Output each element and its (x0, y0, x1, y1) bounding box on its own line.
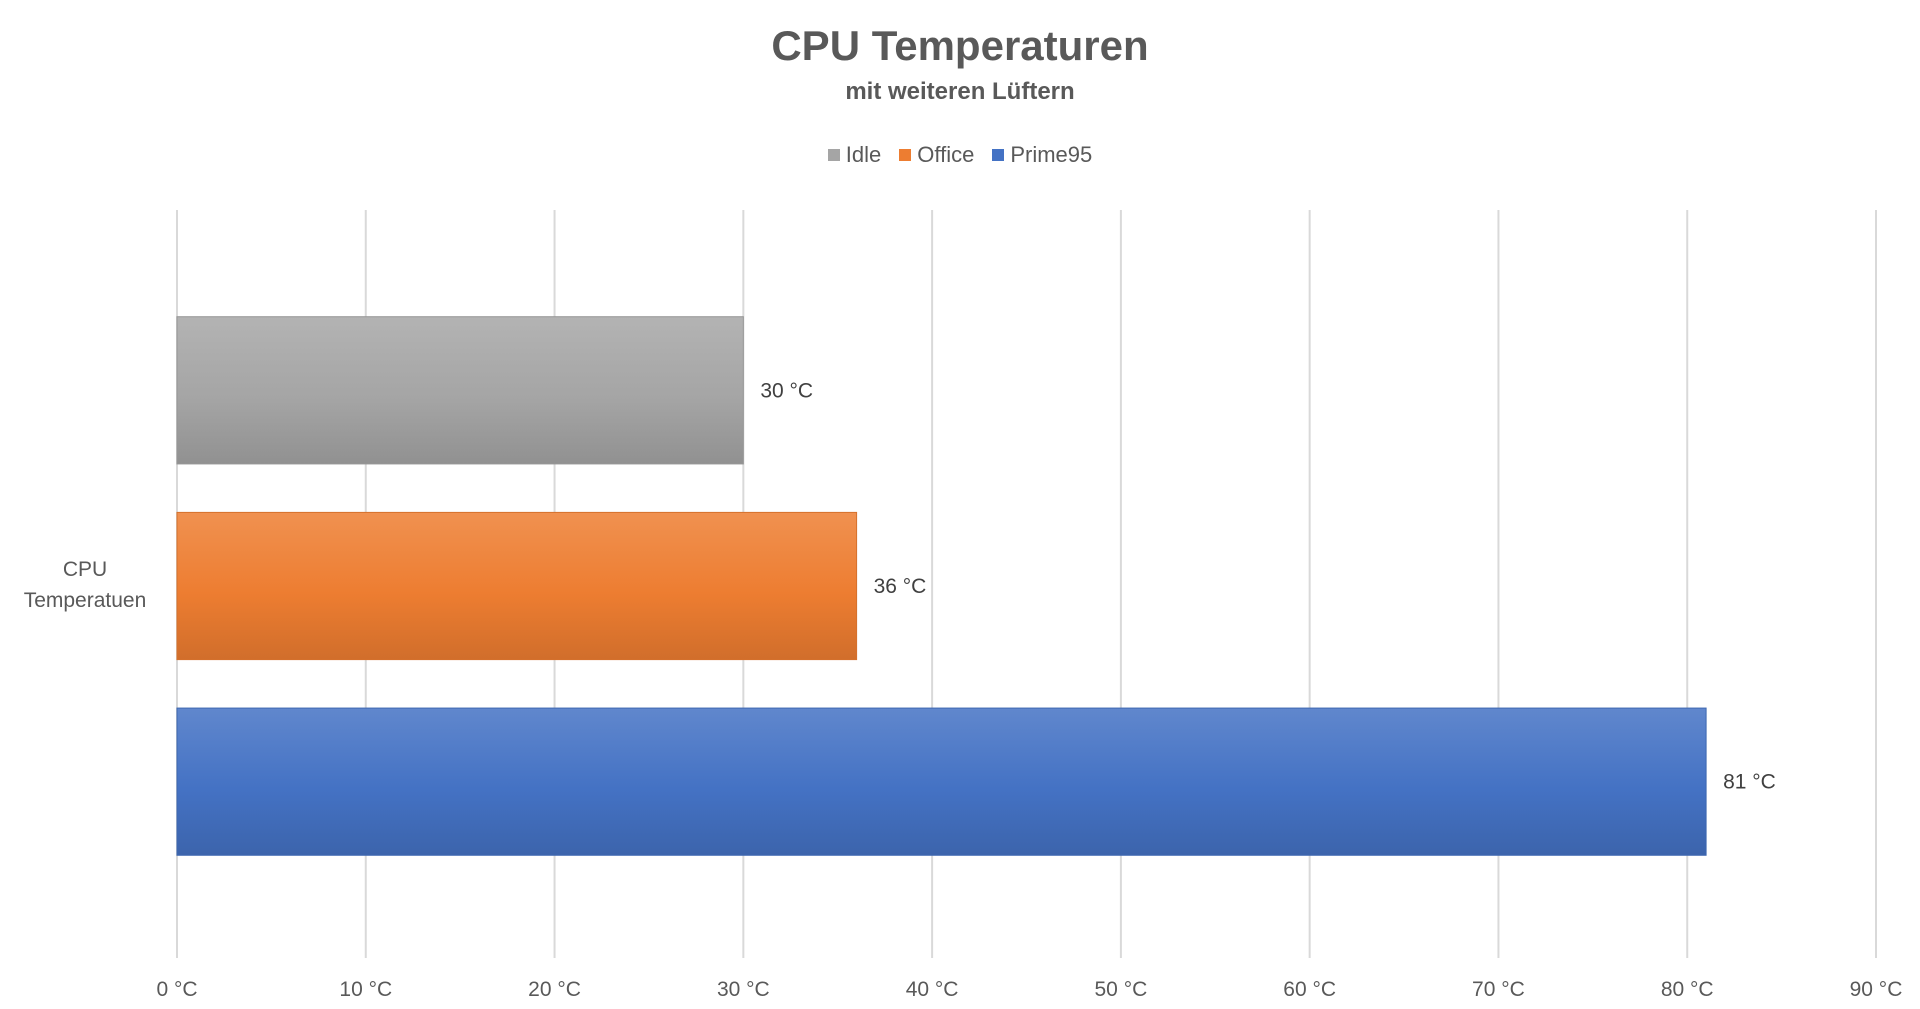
chart-title: CPU Temperaturen (771, 22, 1149, 69)
bar-layer (176, 316, 1707, 856)
label-layer: 30 °C 36 °C 81 °C (760, 379, 1776, 793)
tick-layer: 0 °C 10 °C 20 °C 30 °C 40 °C 50 °C 60 °C 70 °C 8… (156, 978, 1902, 1001)
legend: Idle Office Prime95 (0, 142, 1920, 168)
legend-swatch-idle (827, 149, 840, 161)
category-label-line-1: CPU (62, 558, 108, 581)
category-label: CPU Temperatuen (0, 554, 170, 616)
legend-item-idle: Idle (827, 142, 882, 168)
bar-office (176, 511, 858, 661)
x-tick-label-80: 80 °C (1661, 978, 1714, 1001)
bar-idle (176, 316, 744, 465)
x-tick-label-70: 70 °C (1472, 978, 1525, 1001)
legend-label-prime95: Prime95 (1010, 142, 1093, 167)
x-tick-label-60: 60 °C (1283, 978, 1336, 1001)
legend-swatch-prime95 (992, 149, 1005, 161)
legend-item-prime95: Prime95 (992, 142, 1092, 168)
x-tick-label-90: 90 °C (1850, 978, 1903, 1001)
data-label-idle: 30 °C (760, 379, 813, 402)
x-tick-label-50: 50 °C (1095, 978, 1148, 1001)
x-tick-label-20: 20 °C (528, 978, 581, 1001)
x-tick-label-30: 30 °C (717, 978, 770, 1001)
data-label-prime95: 81 °C (1723, 771, 1776, 794)
legend-swatch-office (899, 149, 912, 161)
data-label-office: 36 °C (874, 575, 927, 598)
x-tick-label-10: 10 °C (339, 978, 392, 1001)
legend-item-office: Office (899, 142, 974, 168)
legend-label-office: Office (917, 142, 975, 167)
category-label-line-2: Temperatuen (23, 589, 147, 612)
legend-label-idle: Idle (845, 142, 882, 167)
chart-subtitle: mit weiteren Lüftern (845, 78, 1075, 105)
x-tick-label-0: 0 °C (156, 978, 197, 1001)
x-tick-label-40: 40 °C (906, 978, 959, 1001)
bar-prime95 (176, 707, 1707, 856)
